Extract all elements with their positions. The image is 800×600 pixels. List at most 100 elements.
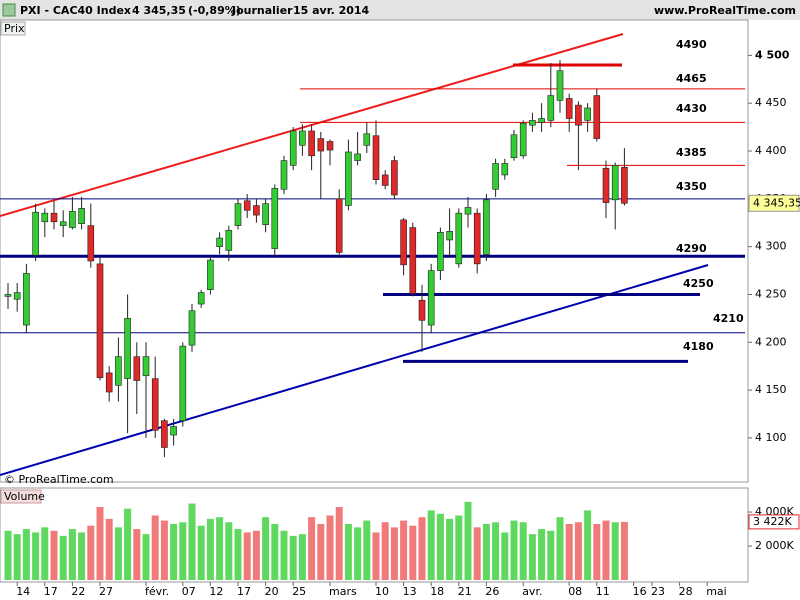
candle-body — [87, 225, 95, 262]
volume-bar — [326, 515, 334, 580]
x-tick-label: 10 — [375, 585, 389, 598]
candle-body — [96, 263, 104, 378]
candle-body — [519, 122, 527, 157]
y-tick-label: 4 150 — [755, 383, 787, 396]
volume-bar — [381, 522, 389, 580]
level-label: 4180 — [683, 340, 714, 353]
candle-body — [253, 205, 260, 216]
volume-bar — [492, 522, 500, 580]
candle-body — [115, 356, 122, 386]
volume-bar — [372, 532, 380, 580]
level-label: 4430 — [676, 102, 707, 115]
trend-line — [0, 264, 709, 476]
candle-body — [243, 200, 251, 211]
price-tag — [0, 21, 26, 36]
x-tick-label: 18 — [430, 585, 444, 598]
volume-bar — [96, 506, 104, 580]
volume-bar — [482, 523, 490, 580]
volume-bar — [390, 527, 398, 580]
level-label: 4290 — [676, 242, 707, 255]
volume-bar — [188, 503, 196, 580]
candle-body — [216, 237, 223, 247]
period: Journalier — [231, 4, 293, 17]
x-tick-label: 27 — [99, 585, 113, 598]
source: www.ProRealTime.com — [654, 4, 796, 17]
x-tick-label: 20 — [265, 585, 279, 598]
volume-bar — [409, 525, 417, 580]
volume-bar — [271, 523, 279, 580]
candle-body — [299, 130, 306, 146]
volume-bar — [363, 520, 371, 580]
volume-bar — [565, 523, 573, 580]
volume-bar — [344, 523, 352, 580]
candle-body — [593, 95, 601, 139]
x-tick-label: 21 — [458, 585, 472, 598]
volume-bar — [262, 517, 270, 580]
candle-body — [602, 167, 610, 203]
candle-body — [354, 153, 361, 161]
candle-body — [280, 160, 288, 190]
candle-body — [262, 203, 269, 225]
y-tick-label: 4 400 — [755, 144, 787, 157]
x-tick-label: 28 — [679, 585, 693, 598]
candle-body — [446, 231, 453, 241]
volume-bar — [225, 522, 233, 580]
volume-bar — [87, 525, 95, 580]
level-label: 4350 — [676, 180, 707, 193]
icon — [2, 3, 16, 17]
candle-body — [372, 135, 380, 181]
volume-bar — [179, 522, 187, 580]
volume-bar — [59, 535, 67, 580]
candle-body — [188, 310, 196, 346]
date: 15 avr. 2014 — [293, 4, 370, 17]
candle-body — [69, 210, 76, 228]
price-panel — [0, 19, 749, 483]
volume-bar — [170, 523, 178, 580]
x-tick-label: 07 — [182, 585, 196, 598]
last-volume-box — [748, 514, 800, 530]
x-tick-label: 08 — [568, 585, 582, 598]
candle-body — [492, 163, 499, 190]
candle-body — [59, 221, 67, 226]
candle-body — [32, 211, 39, 256]
candle-body — [105, 372, 113, 393]
y-tick-label: 4 300 — [755, 240, 787, 253]
candle-body — [584, 107, 591, 121]
candle-body — [510, 134, 518, 159]
x-tick-label: avr. — [522, 585, 542, 598]
volume-bar — [160, 520, 168, 580]
volume-bar — [427, 510, 435, 580]
candle-body — [501, 163, 509, 176]
volume-panel — [0, 487, 749, 583]
volume-bar — [317, 523, 325, 580]
candle-body — [464, 207, 472, 215]
volume-bar — [197, 525, 205, 580]
candle-body — [133, 356, 141, 381]
volume-bar — [114, 527, 122, 580]
candle-body — [207, 259, 214, 290]
volume-bar — [455, 515, 463, 580]
volume-bar — [464, 501, 472, 580]
candle-body — [556, 70, 564, 101]
volume-bar — [142, 534, 150, 580]
candle-body — [271, 188, 279, 249]
volume-bar — [13, 534, 21, 580]
volume-bar — [418, 517, 426, 580]
candle-body — [381, 174, 389, 186]
y-tick-label: 4 100 — [755, 431, 787, 444]
candle-body — [409, 227, 417, 294]
candle-body — [437, 232, 444, 271]
level-label: 4465 — [676, 72, 707, 85]
level-label: 4385 — [676, 146, 707, 159]
volume-bar — [151, 515, 159, 580]
x-tick-label: 22 — [71, 585, 85, 598]
candle-body — [400, 219, 407, 266]
candle-body — [289, 130, 297, 166]
header-bar — [0, 0, 800, 20]
volume-bar — [538, 529, 546, 580]
copyright: © ProRealTime.com — [4, 473, 114, 486]
candle-body — [308, 130, 315, 157]
volume-bar — [400, 520, 408, 580]
volume-bar — [41, 527, 49, 580]
candle-body — [234, 203, 242, 226]
